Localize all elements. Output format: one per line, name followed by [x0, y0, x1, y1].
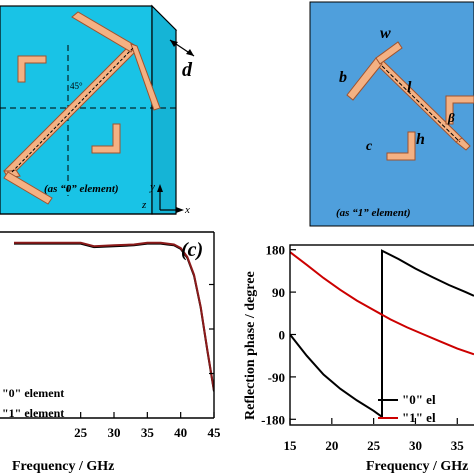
- x-tick-label-d: 20: [325, 438, 338, 453]
- caption-one-element: (as “1” element): [336, 207, 411, 219]
- svg-text:x: x: [184, 204, 190, 216]
- legend-c: "0" element "1" element: [2, 386, 64, 420]
- y-axis-label-d: Reflection phase / degree: [243, 271, 258, 420]
- legend-d: "0" el "1" el: [378, 392, 436, 425]
- y-tick-label-d: 90: [272, 285, 285, 300]
- panel-label-c: (c): [181, 239, 203, 261]
- y-tick-label-d: -180: [261, 412, 285, 427]
- svg-text:"0" element: "0" element: [2, 386, 64, 400]
- y-tick-label-d: 0: [279, 328, 286, 343]
- panel-b: w b l h c β (as “1” element): [309, 1, 474, 227]
- thickness-label-d: d: [182, 59, 193, 81]
- series-line-d-0: [290, 249, 474, 419]
- x-tick-label-c: 35: [141, 425, 155, 440]
- y-tick-label-d: 180: [266, 243, 286, 258]
- x-tick-label-c: 25: [74, 425, 88, 440]
- x-tick-label-d: 35: [451, 438, 465, 453]
- axes-icon: y z x: [141, 181, 190, 216]
- chart-d: 180 90 0 -90 -180 15 20 25 30 35 "0" el "1" el Re…: [243, 243, 474, 474]
- dim-label-h: h: [416, 131, 425, 148]
- corner-marks: [17, 55, 121, 154]
- x-axis-label-c: Frequency / GHz: [12, 459, 114, 474]
- dim-label-l: l: [407, 79, 412, 96]
- svg-text:"0" el: "0" el: [402, 392, 436, 407]
- svg-text:y: y: [149, 181, 155, 193]
- y-tick-label-d: -90: [268, 370, 285, 385]
- series-line-d-1: [290, 251, 474, 356]
- x-axis-label-d: Frequency / GHz: [366, 459, 468, 474]
- x-tick-label-d: 15: [284, 438, 298, 453]
- svg-text:z: z: [141, 199, 147, 211]
- x-tick-label-c: 45: [208, 425, 222, 440]
- dim-label-w: w: [380, 25, 391, 42]
- dim-label-b: b: [339, 69, 347, 86]
- series-line-c-1: [14, 241, 214, 391]
- x-tick-label-d: 30: [409, 438, 422, 453]
- substrate-side-face: [151, 4, 177, 215]
- angle-label: 45°: [70, 81, 83, 91]
- dim-label-c: c: [366, 139, 373, 154]
- chart-c: 25 30 35 40 45 (c) "0" element "1" element F…: [0, 231, 222, 474]
- x-tick-label-d: 25: [367, 438, 381, 453]
- corner-marks-b: [386, 95, 474, 161]
- caption-zero-element: (as “0” element): [44, 183, 119, 195]
- x-tick-label-c: 30: [108, 425, 121, 440]
- dim-label-beta: β: [447, 110, 455, 125]
- x-tick-label-c: 40: [174, 425, 187, 440]
- panel-a: 45° d (as “0” element) y z x: [0, 4, 195, 216]
- svg-text:"1" el: "1" el: [402, 410, 436, 425]
- element-zero: [3, 11, 161, 205]
- svg-text:"1" element: "1" element: [2, 406, 64, 420]
- series-line-c-0: [14, 242, 214, 392]
